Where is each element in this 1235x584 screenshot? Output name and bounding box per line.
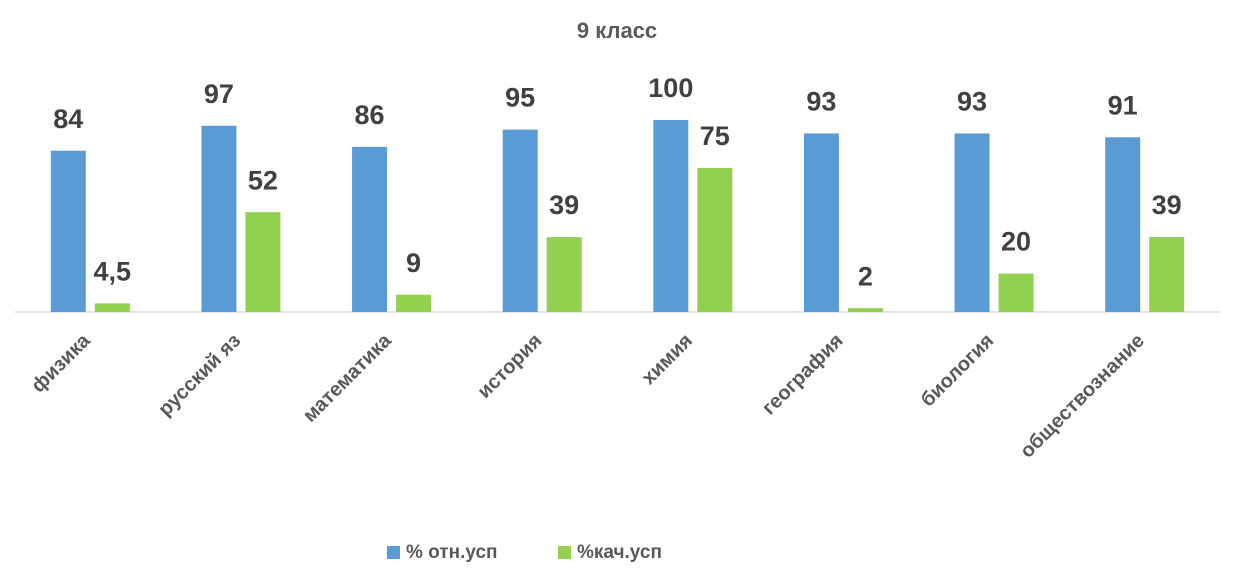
bar	[546, 237, 582, 312]
value-label: 100	[648, 73, 693, 103]
x-tick-label: обществознание	[1016, 330, 1149, 463]
bar	[502, 129, 538, 312]
legend-swatch	[387, 546, 400, 559]
value-label: 95	[505, 83, 535, 113]
bar	[245, 212, 281, 312]
x-tick-label: история	[473, 330, 546, 403]
x-tick-label: математика	[299, 329, 397, 427]
bar	[697, 168, 733, 312]
bar	[1105, 137, 1141, 312]
bar	[1149, 237, 1185, 312]
bar	[396, 294, 432, 312]
value-label: 91	[1108, 90, 1138, 120]
chart-title: 9 класс	[577, 18, 657, 43]
bar	[653, 120, 689, 312]
value-label: 2	[858, 261, 873, 291]
bar	[998, 273, 1034, 312]
value-label: 93	[806, 87, 836, 117]
legend-swatch	[558, 546, 571, 559]
x-tick-label: география	[758, 330, 848, 420]
bar	[803, 133, 839, 312]
value-label: 39	[1152, 190, 1182, 220]
value-label: 9	[406, 248, 421, 278]
value-label: 93	[957, 87, 987, 117]
legend-label: % отн.усп	[406, 542, 498, 563]
x-tick-label: биология	[917, 330, 999, 412]
bar	[954, 133, 990, 312]
bar	[201, 125, 237, 312]
bar	[352, 146, 388, 312]
x-tick-label: химия	[638, 330, 698, 390]
value-label: 20	[1001, 227, 1031, 257]
value-label: 52	[248, 165, 278, 195]
value-label: 84	[53, 104, 83, 134]
value-label: 4,5	[94, 256, 132, 286]
x-tick-label: физика	[27, 329, 95, 397]
bar	[94, 303, 130, 312]
value-label: 97	[204, 79, 234, 109]
x-tick-label: русский яз	[154, 330, 245, 421]
bar	[50, 150, 86, 312]
value-label: 86	[355, 100, 385, 130]
value-label: 75	[700, 121, 730, 151]
value-label: 39	[549, 190, 579, 220]
bar	[847, 308, 883, 312]
legend-label: %кач.усп	[577, 542, 662, 563]
